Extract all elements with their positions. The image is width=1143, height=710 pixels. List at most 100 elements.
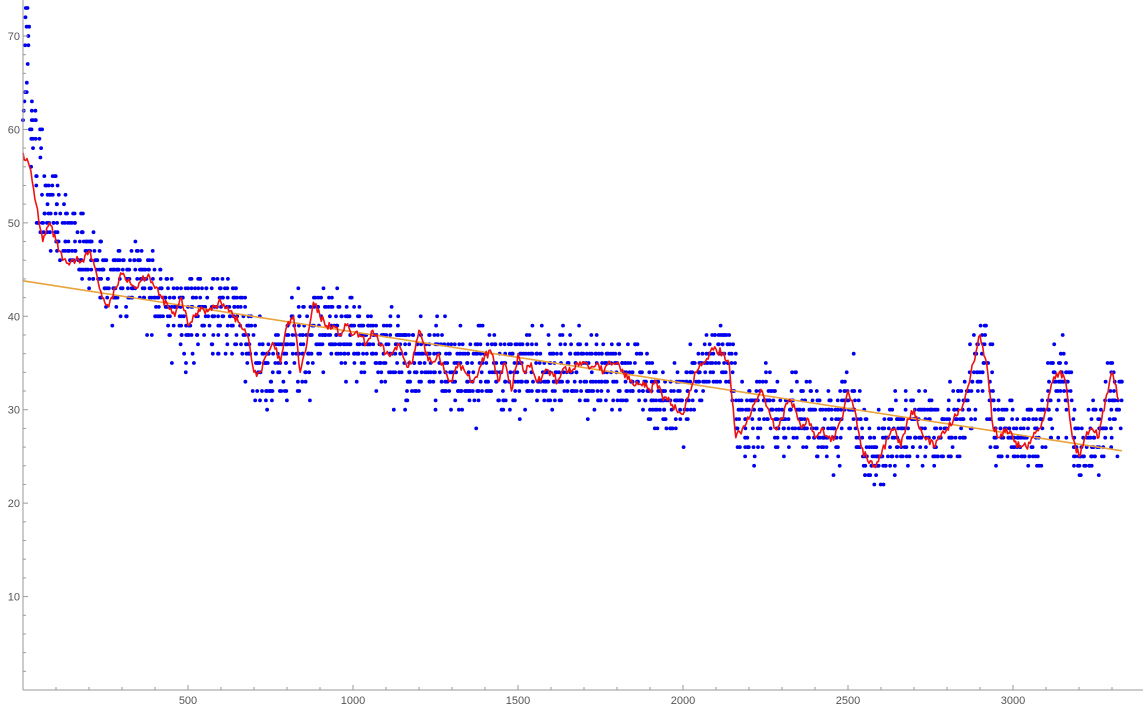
data-point — [707, 379, 711, 384]
data-point — [476, 323, 481, 328]
data-point — [43, 211, 47, 216]
data-point — [807, 435, 811, 440]
data-point — [422, 361, 427, 365]
data-point — [816, 445, 821, 449]
data-point — [239, 342, 243, 347]
data-point — [861, 463, 866, 468]
data-point — [832, 426, 837, 431]
data-point — [124, 314, 129, 319]
data-point — [1072, 463, 1076, 468]
data-point — [888, 407, 892, 412]
data-point — [457, 407, 461, 412]
data-point — [517, 417, 522, 421]
data-point — [459, 389, 463, 393]
data-point — [828, 398, 833, 403]
data-point — [702, 342, 707, 347]
data-point — [306, 351, 310, 356]
data-point — [589, 351, 594, 356]
data-point — [381, 323, 386, 328]
y-tick-label: 30 — [8, 405, 20, 417]
data-point — [356, 314, 360, 319]
data-point — [1082, 463, 1087, 468]
data-point — [558, 342, 563, 347]
data-point — [941, 454, 945, 459]
data-point — [352, 323, 357, 328]
data-point — [66, 239, 71, 244]
data-point — [253, 398, 258, 403]
data-point — [63, 192, 68, 197]
data-point — [103, 286, 107, 291]
data-point — [224, 333, 229, 337]
data-point — [498, 342, 503, 347]
data-point — [243, 305, 248, 309]
data-point — [364, 351, 369, 356]
data-point — [240, 351, 245, 356]
data-point — [312, 295, 316, 300]
y-tick-label: 50 — [8, 218, 20, 230]
data-point — [655, 407, 659, 412]
data-point — [982, 361, 986, 365]
data-point — [743, 445, 748, 449]
data-point — [1089, 417, 1094, 421]
data-point — [81, 267, 86, 272]
data-point — [820, 407, 825, 412]
data-point — [627, 370, 632, 375]
data-point — [946, 454, 951, 459]
data-point — [969, 417, 973, 421]
data-point — [993, 445, 998, 449]
data-point — [578, 342, 582, 347]
data-point — [65, 249, 70, 253]
data-point — [638, 370, 643, 375]
data-point — [72, 211, 77, 216]
data-point — [534, 361, 538, 365]
data-point — [479, 370, 484, 375]
data-point — [617, 389, 622, 393]
data-point — [946, 407, 951, 412]
data-point — [113, 258, 117, 263]
data-point — [546, 333, 551, 337]
data-point — [488, 389, 493, 393]
data-point — [755, 426, 760, 431]
data-point — [419, 342, 423, 347]
data-point — [382, 361, 386, 365]
data-point — [362, 370, 367, 375]
data-point — [616, 342, 621, 347]
data-point — [701, 389, 705, 393]
data-points — [21, 6, 1124, 487]
trend-line-layer — [22, 279, 1123, 452]
data-point — [563, 342, 567, 347]
data-point — [1118, 426, 1123, 431]
data-point — [234, 286, 238, 291]
data-point — [202, 333, 207, 337]
data-point — [655, 426, 660, 431]
data-point — [600, 361, 604, 365]
data-point — [961, 417, 966, 421]
data-point — [957, 454, 962, 459]
data-point — [416, 389, 421, 393]
data-point — [652, 370, 656, 375]
data-point — [286, 333, 291, 337]
data-point — [376, 370, 380, 375]
data-point — [1058, 389, 1063, 393]
data-point — [527, 333, 532, 337]
data-point — [978, 323, 983, 328]
data-point — [593, 379, 598, 384]
data-point — [611, 351, 616, 356]
data-point — [437, 370, 442, 375]
data-point — [89, 267, 94, 272]
data-point — [494, 379, 498, 384]
data-point — [395, 361, 399, 365]
data-point — [751, 445, 756, 449]
data-point — [357, 305, 362, 309]
data-point — [906, 463, 910, 468]
data-point — [764, 370, 768, 375]
data-point — [743, 426, 748, 431]
data-point — [808, 379, 812, 384]
data-point — [480, 389, 484, 393]
data-point — [471, 370, 476, 375]
data-point — [257, 342, 262, 347]
data-point — [626, 342, 630, 347]
data-point — [662, 407, 666, 412]
data-point — [77, 239, 82, 244]
data-point — [427, 333, 432, 337]
